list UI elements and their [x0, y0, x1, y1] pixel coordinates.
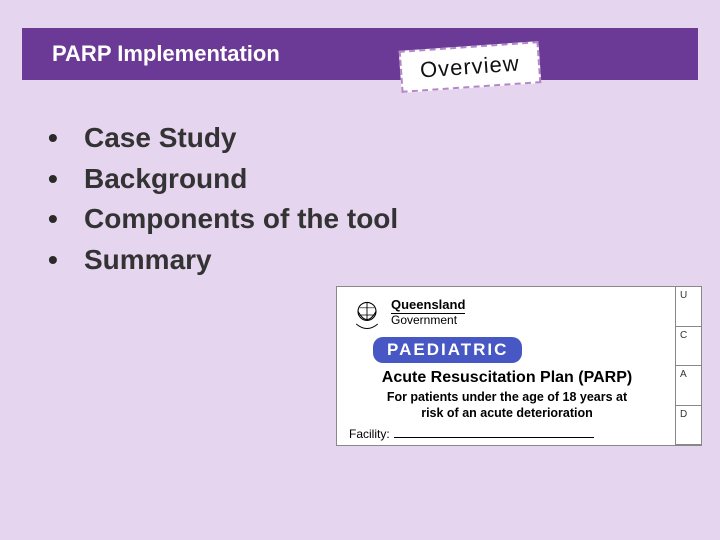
- edge-cell: C: [676, 327, 701, 367]
- list-item: Case Study: [48, 118, 398, 159]
- form-subtitle: For patients under the age of 18 years a…: [347, 390, 667, 421]
- facility-row: Facility:: [349, 427, 594, 441]
- crest-icon: [349, 297, 385, 333]
- form-right-edge: U C A D: [675, 287, 701, 445]
- gov-sublabel: Government: [391, 313, 457, 327]
- overview-tag: Overview: [399, 41, 541, 93]
- edge-cell: U: [676, 287, 701, 327]
- header-title: PARP Implementation: [52, 41, 280, 67]
- bullet-label: Components of the tool: [84, 199, 398, 240]
- form-subtitle-line1: For patients under the age of 18 years a…: [387, 390, 627, 404]
- edge-cell: D: [676, 406, 701, 446]
- form-inner: Queensland Government PAEDIATRIC Acute R…: [337, 287, 701, 445]
- bullet-label: Background: [84, 159, 247, 200]
- facility-label: Facility:: [349, 427, 390, 441]
- list-item: Summary: [48, 240, 398, 281]
- list-item: Background: [48, 159, 398, 200]
- facility-underline: [394, 428, 594, 438]
- form-subtitle-line2: risk of an acute deterioration: [421, 406, 593, 420]
- form-title: Acute Resuscitation Plan (PARP): [347, 369, 667, 387]
- bullet-label: Case Study: [84, 118, 237, 159]
- form-preview: Queensland Government PAEDIATRIC Acute R…: [336, 286, 702, 446]
- edge-cell: A: [676, 366, 701, 406]
- bullet-list: Case Study Background Components of the …: [48, 118, 398, 280]
- header-bar: PARP Implementation: [22, 28, 698, 80]
- paediatric-pill: PAEDIATRIC: [373, 337, 522, 363]
- bullet-label: Summary: [84, 240, 212, 281]
- list-item: Components of the tool: [48, 199, 398, 240]
- gov-label: Queensland: [391, 297, 465, 314]
